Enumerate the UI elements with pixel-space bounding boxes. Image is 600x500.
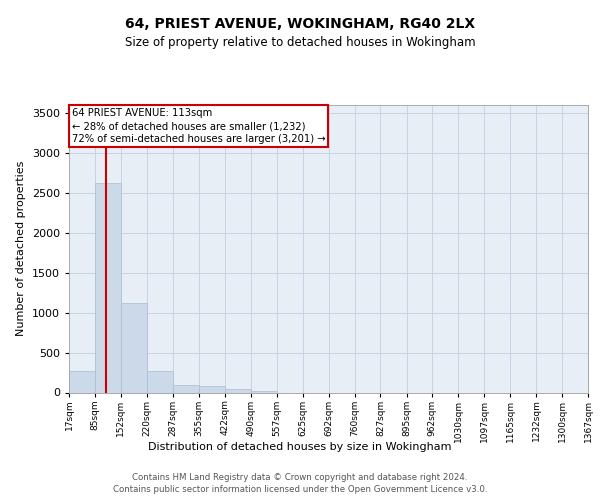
Bar: [173, 386, 199, 392]
Bar: [121, 303, 147, 392]
Y-axis label: Number of detached properties: Number of detached properties: [16, 161, 26, 336]
Text: Contains HM Land Registry data © Crown copyright and database right 2024.: Contains HM Land Registry data © Crown c…: [132, 472, 468, 482]
Bar: [147, 371, 173, 392]
Text: Distribution of detached houses by size in Wokingham: Distribution of detached houses by size …: [148, 442, 452, 452]
Bar: [224, 390, 251, 392]
Bar: [199, 386, 224, 392]
Text: 64 PRIEST AVENUE: 113sqm
← 28% of detached houses are smaller (1,232)
72% of sem: 64 PRIEST AVENUE: 113sqm ← 28% of detach…: [71, 108, 325, 144]
Bar: [251, 391, 277, 392]
Text: 64, PRIEST AVENUE, WOKINGHAM, RG40 2LX: 64, PRIEST AVENUE, WOKINGHAM, RG40 2LX: [125, 18, 475, 32]
Text: Contains public sector information licensed under the Open Government Licence v3: Contains public sector information licen…: [113, 485, 487, 494]
Bar: [95, 184, 121, 392]
Text: Size of property relative to detached houses in Wokingham: Size of property relative to detached ho…: [125, 36, 475, 49]
Bar: [69, 371, 95, 392]
